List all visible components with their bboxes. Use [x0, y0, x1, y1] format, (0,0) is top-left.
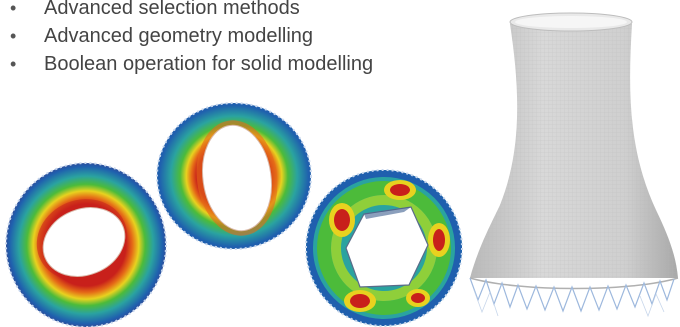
- feature-list: • Advanced selection methods • Advanced …: [8, 0, 373, 78]
- polygon-hole-ring-shell-result: [305, 169, 463, 327]
- feature-text: Advanced geometry modelling: [44, 25, 314, 47]
- tower-opening: [515, 16, 627, 28]
- tower-mesh-grid: [470, 15, 678, 278]
- mesh-edge: [305, 169, 463, 327]
- tower-bottom-rim: [469, 277, 679, 290]
- mesh-edge: [5, 162, 167, 327]
- ring-hole: [202, 124, 272, 232]
- mesh-edge: [156, 102, 312, 250]
- stress-hotspots: [329, 180, 450, 312]
- bullet-marker: •: [10, 0, 17, 18]
- tilted-ring-shell-result: [5, 162, 167, 327]
- cooling-tower-mesh: [469, 12, 679, 318]
- oval-ring-shell-result: [156, 102, 312, 250]
- bullet-marker: •: [10, 26, 17, 46]
- feature-item: • Boolean operation for solid modelling: [8, 50, 373, 78]
- feature-text: Boolean operation for solid modelling: [44, 53, 374, 75]
- ring-hole: [42, 207, 126, 277]
- feature-text: Advanced selection methods: [44, 0, 300, 19]
- tower-support-columns: [469, 277, 675, 313]
- bullet-marker: •: [10, 54, 17, 74]
- feature-item: • Advanced geometry modelling: [8, 22, 373, 50]
- feature-item: • Advanced selection methods: [8, 0, 373, 22]
